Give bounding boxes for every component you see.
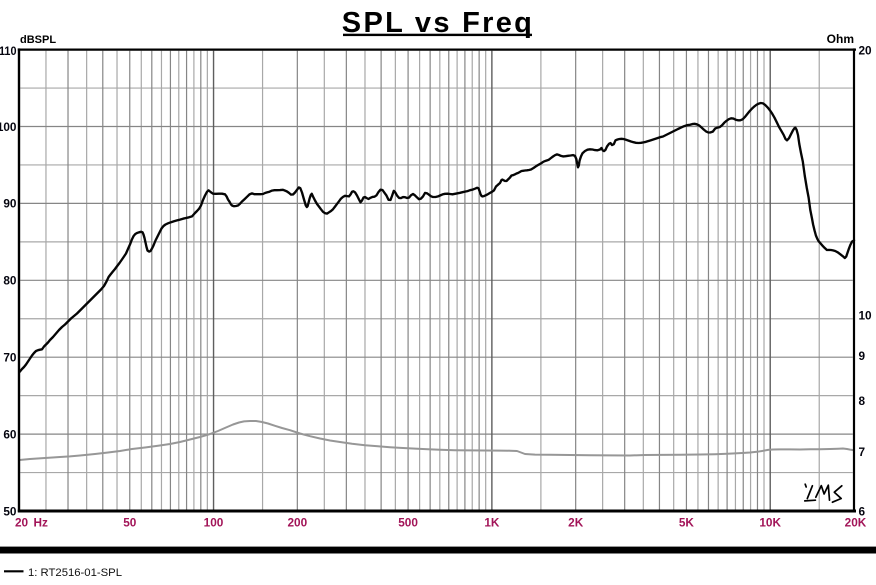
svg-text:2K: 2K — [568, 516, 584, 530]
svg-text:50: 50 — [123, 516, 137, 530]
svg-text:110: 110 — [0, 44, 17, 58]
svg-text:200: 200 — [287, 516, 307, 530]
svg-text:1K: 1K — [484, 516, 500, 530]
svg-text:80: 80 — [3, 274, 17, 288]
svg-text:90: 90 — [3, 197, 17, 211]
svg-text:10: 10 — [859, 309, 873, 323]
svg-text:8: 8 — [859, 394, 866, 408]
svg-text:70: 70 — [3, 351, 17, 365]
svg-text:10K: 10K — [759, 516, 781, 530]
svg-text:1: RT2516-01-SPL: 1: RT2516-01-SPL — [28, 567, 122, 579]
svg-text:50: 50 — [3, 504, 17, 518]
svg-text:7: 7 — [859, 445, 866, 459]
svg-text:9: 9 — [859, 349, 866, 363]
svg-text:20: 20 — [859, 44, 873, 58]
svg-text:60: 60 — [3, 427, 17, 441]
svg-text:SPL vs Freq: SPL vs Freq — [342, 7, 534, 39]
svg-text:20K: 20K — [845, 516, 867, 530]
svg-text:dBSPL: dBSPL — [20, 34, 56, 46]
svg-text:100: 100 — [0, 120, 17, 134]
svg-text:5K: 5K — [679, 516, 695, 530]
svg-text:Ohm: Ohm — [827, 32, 854, 46]
svg-text:500: 500 — [398, 516, 418, 530]
svg-text:6: 6 — [859, 504, 866, 518]
svg-text:Hz: Hz — [34, 516, 49, 530]
svg-text:20: 20 — [15, 516, 29, 530]
svg-text:100: 100 — [204, 516, 224, 530]
